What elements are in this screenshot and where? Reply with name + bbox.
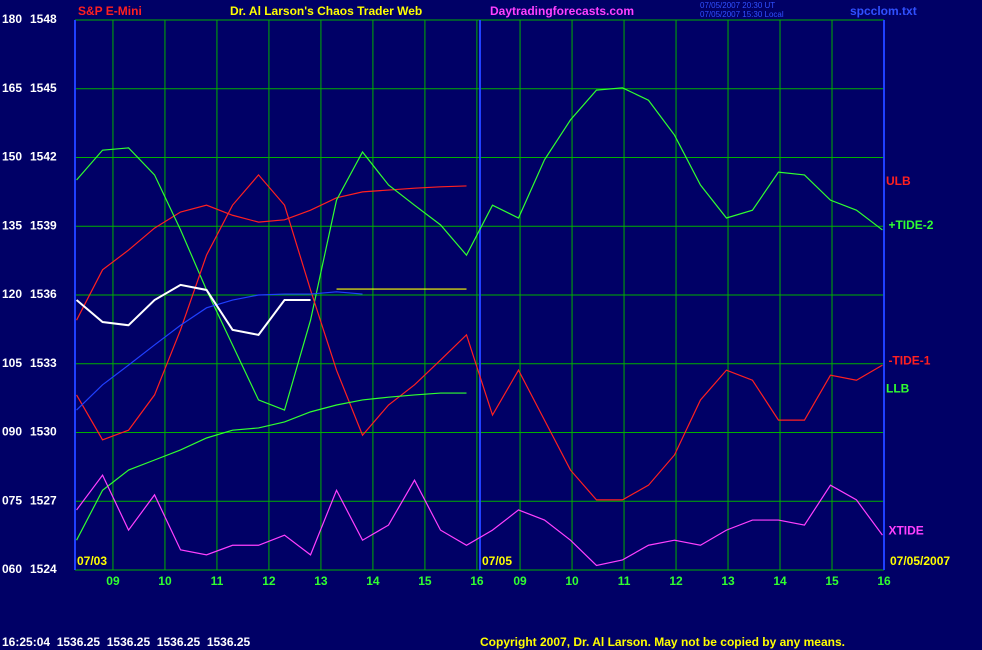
y-tick-label: 105	[2, 356, 22, 370]
series-line	[76, 291, 363, 411]
y-tick-label: 180	[2, 12, 22, 26]
copyright: Copyright 2007, Dr. Al Larson. May not b…	[480, 635, 845, 649]
y-tick-label: 120	[2, 287, 22, 301]
y2-tick-label: 1545	[30, 81, 57, 95]
y2-tick-label: 1548	[30, 12, 57, 26]
x-tick-label: 12	[262, 574, 276, 588]
instrument: S&P E-Mini	[78, 4, 142, 18]
x-tick-label: 15	[418, 574, 432, 588]
x-tick-label: 11	[211, 574, 224, 588]
series-line	[76, 392, 467, 541]
y2-tick-label: 1524	[30, 562, 57, 576]
y-tick-label: 060	[2, 562, 22, 576]
website: Daytradingforecasts.com	[490, 4, 634, 18]
quote: 16:25:04 1536.25 1536.25 1536.25 1536.25	[2, 635, 251, 649]
y-tick-label: 135	[2, 218, 22, 232]
x-tick-label: 11	[618, 574, 631, 588]
y2-tick-label: 1539	[30, 218, 57, 232]
timestamp: 07/05/2007 20:30 UT	[700, 1, 775, 10]
x-tick-label: 16	[470, 574, 484, 588]
date-label: 07/03	[77, 554, 107, 568]
y2-tick-label: 1536	[30, 287, 57, 301]
y2-tick-label: 1542	[30, 150, 57, 164]
x-tick-label: 16	[877, 574, 891, 588]
y2-tick-label: 1527	[30, 493, 57, 507]
series-label: ULB	[886, 174, 911, 188]
series-line	[76, 87, 883, 411]
y-tick-label: 165	[2, 81, 22, 95]
x-tick-label: 13	[314, 574, 328, 588]
x-tick-label: 14	[773, 574, 787, 588]
series-line	[76, 473, 883, 567]
y-tick-label: 090	[2, 425, 22, 439]
series-line	[76, 185, 467, 321]
filename: spcclom.txt	[850, 4, 917, 18]
y-tick-label: 075	[2, 493, 22, 507]
timestamp: 07/05/2007 15:30 Local	[700, 10, 784, 19]
series-label: XTIDE	[888, 523, 923, 537]
x-tick-label: 10	[565, 574, 579, 588]
date-label: 07/05	[482, 554, 512, 568]
plot	[75, 87, 883, 567]
date-label: 07/05/2007	[890, 554, 950, 568]
series-label: +TIDE-2	[888, 218, 933, 232]
chart-title: Dr. Al Larson's Chaos Trader Web	[230, 4, 422, 18]
x-tick-label: 12	[669, 574, 683, 588]
x-tick-label: 09	[513, 574, 527, 588]
series-label: -TIDE-1	[888, 353, 930, 367]
series-line	[75, 283, 311, 336]
series-line	[76, 173, 883, 501]
x-tick-label: 15	[825, 574, 839, 588]
x-tick-label: 10	[158, 574, 172, 588]
y-tick-label: 150	[2, 150, 22, 164]
y2-tick-label: 1533	[30, 356, 57, 370]
x-tick-label: 09	[106, 574, 120, 588]
series-label: LLB	[886, 381, 910, 395]
x-tick-label: 14	[366, 574, 380, 588]
x-tick-label: 13	[721, 574, 735, 588]
y2-tick-label: 1530	[30, 425, 57, 439]
